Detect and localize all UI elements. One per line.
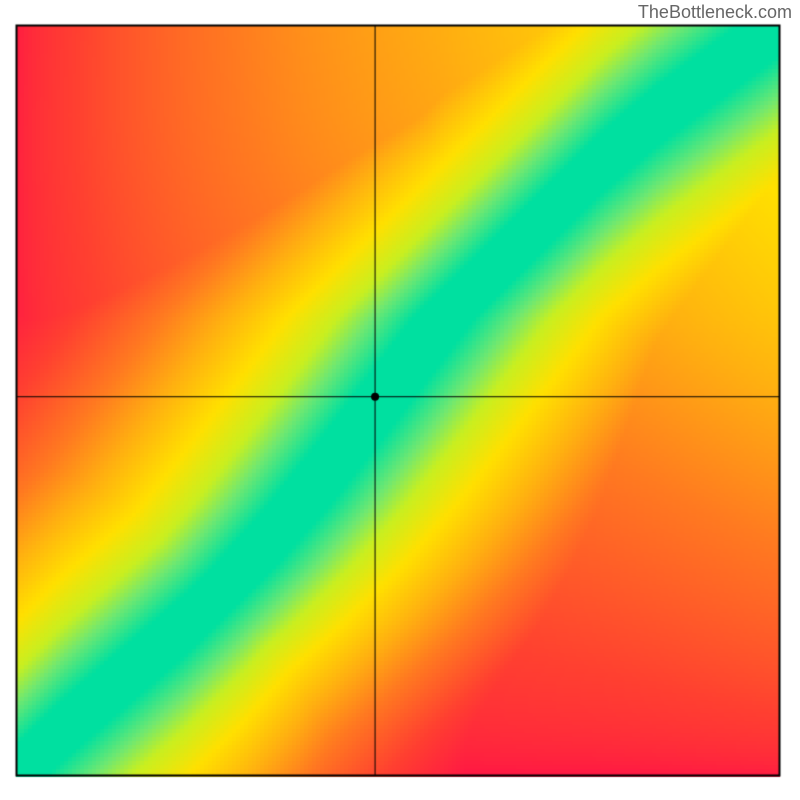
bottleneck-heatmap-canvas [0,0,800,800]
watermark-text: TheBottleneck.com [638,2,792,23]
chart-container: TheBottleneck.com [0,0,800,800]
